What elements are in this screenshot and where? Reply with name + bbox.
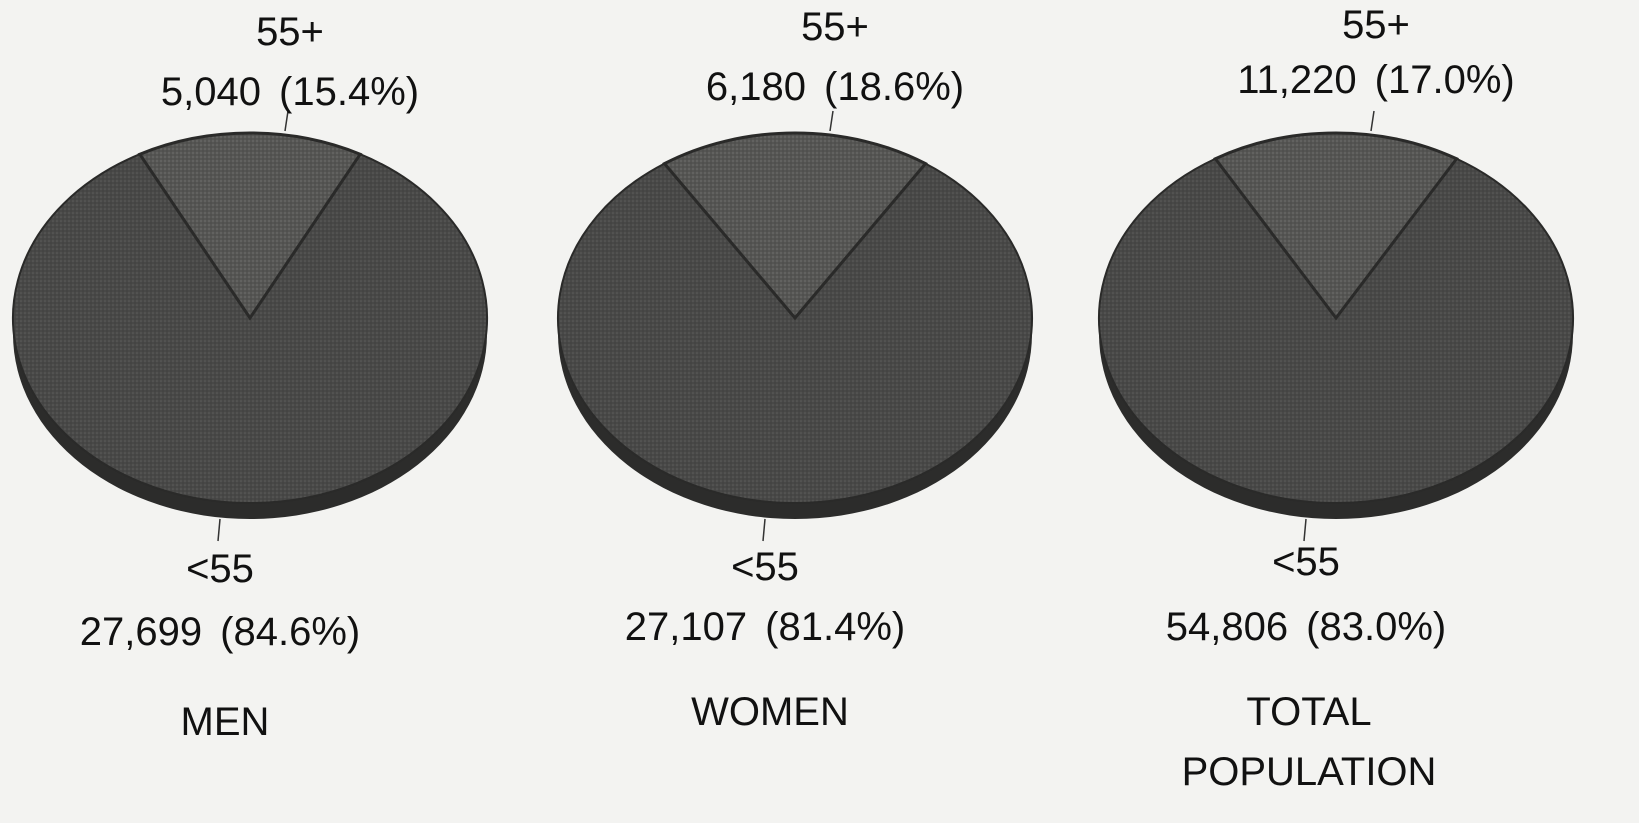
leader-line-bottom	[1303, 518, 1307, 542]
label-category-55-plus: 55+	[256, 10, 324, 54]
value-55-plus: 11,220	[1237, 58, 1356, 102]
pie-group: 55+ 6,180 (18.6%) <55 27,107 (81.4%) WOMEN	[557, 5, 1033, 734]
percent-55-plus: (18.6%)	[824, 65, 964, 109]
percent-under-55: (84.6%)	[220, 610, 360, 654]
value-under-55: 27,699	[80, 610, 202, 654]
label-value-under-55: 27,699 (84.6%)	[80, 610, 360, 654]
value-55-plus: 5,040	[161, 70, 261, 114]
value-under-55: 27,107	[625, 605, 747, 649]
value-55-plus: 6,180	[706, 65, 806, 109]
pie-slice-under-55	[12, 152, 488, 504]
label-value-55-plus: 6,180 (18.6%)	[706, 65, 964, 109]
pie-title: MEN	[181, 700, 270, 744]
pie-title: POPULATION	[1182, 750, 1437, 794]
pie-title: TOTAL	[1246, 690, 1371, 734]
leader-line-top	[829, 110, 834, 132]
leader-line-bottom	[217, 518, 221, 542]
leader-line-top	[284, 110, 289, 132]
label-value-under-55: 54,806 (83.0%)	[1166, 605, 1446, 649]
pie-title: WOMEN	[691, 690, 849, 734]
label-category-55-plus: 55+	[801, 5, 869, 49]
label-category-under-55: <55	[186, 547, 254, 591]
pie-slice-55-plus	[662, 131, 928, 321]
label-category-55-plus: 55+	[1342, 3, 1410, 47]
percent-55-plus: (17.0%)	[1375, 58, 1515, 102]
percent-55-plus: (15.4%)	[279, 70, 419, 114]
percent-under-55: (83.0%)	[1306, 605, 1446, 649]
pie-slice-55-plus	[1213, 131, 1459, 321]
leader-line-top	[1370, 110, 1375, 132]
pie-slice-55-plus	[137, 131, 363, 321]
percent-under-55: (81.4%)	[765, 605, 905, 649]
leader-line-bottom	[762, 518, 766, 542]
pie-slice-under-55	[1098, 157, 1574, 504]
value-under-55: 54,806	[1166, 605, 1288, 649]
label-category-under-55: <55	[1272, 540, 1340, 584]
label-category-under-55: <55	[731, 545, 799, 589]
pie-slice-under-55	[557, 162, 1033, 504]
label-value-55-plus: 11,220 (17.0%)	[1237, 58, 1514, 102]
label-value-55-plus: 5,040 (15.4%)	[161, 70, 419, 114]
label-value-under-55: 27,107 (81.4%)	[625, 605, 905, 649]
pie-group: 55+ 5,040 (15.4%) <55 27,699 (84.6%) MEN	[12, 10, 488, 744]
pie-group: 55+ 11,220 (17.0%) <55 54,806 (83.0%) TOTAL POP…	[1098, 3, 1574, 794]
